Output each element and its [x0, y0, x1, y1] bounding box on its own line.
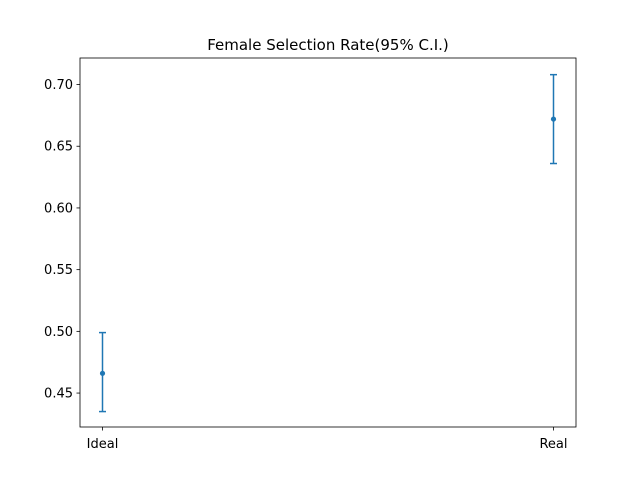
chart-title: Female Selection Rate(95% C.I.) [207, 36, 449, 54]
data-marks [99, 73, 557, 413]
y-tick-label: 0.60 [44, 201, 73, 216]
y-tick-label: 0.70 [44, 78, 73, 93]
data-point [99, 370, 106, 376]
x-tick-label: Real [539, 437, 567, 452]
y-axis-ticks: 0.45 0.50 0.55 0.60 0.65 0.70 [44, 78, 80, 402]
y-tick-label: 0.50 [44, 325, 73, 340]
plot-area-frame [79, 57, 577, 428]
x-axis-ticks: Ideal Real [87, 427, 568, 452]
y-tick-label: 0.45 [44, 387, 73, 402]
y-tick-label: 0.65 [44, 140, 73, 155]
y-tick-label: 0.55 [44, 263, 73, 278]
x-tick-label: Ideal [87, 437, 119, 452]
data-point [550, 116, 557, 122]
